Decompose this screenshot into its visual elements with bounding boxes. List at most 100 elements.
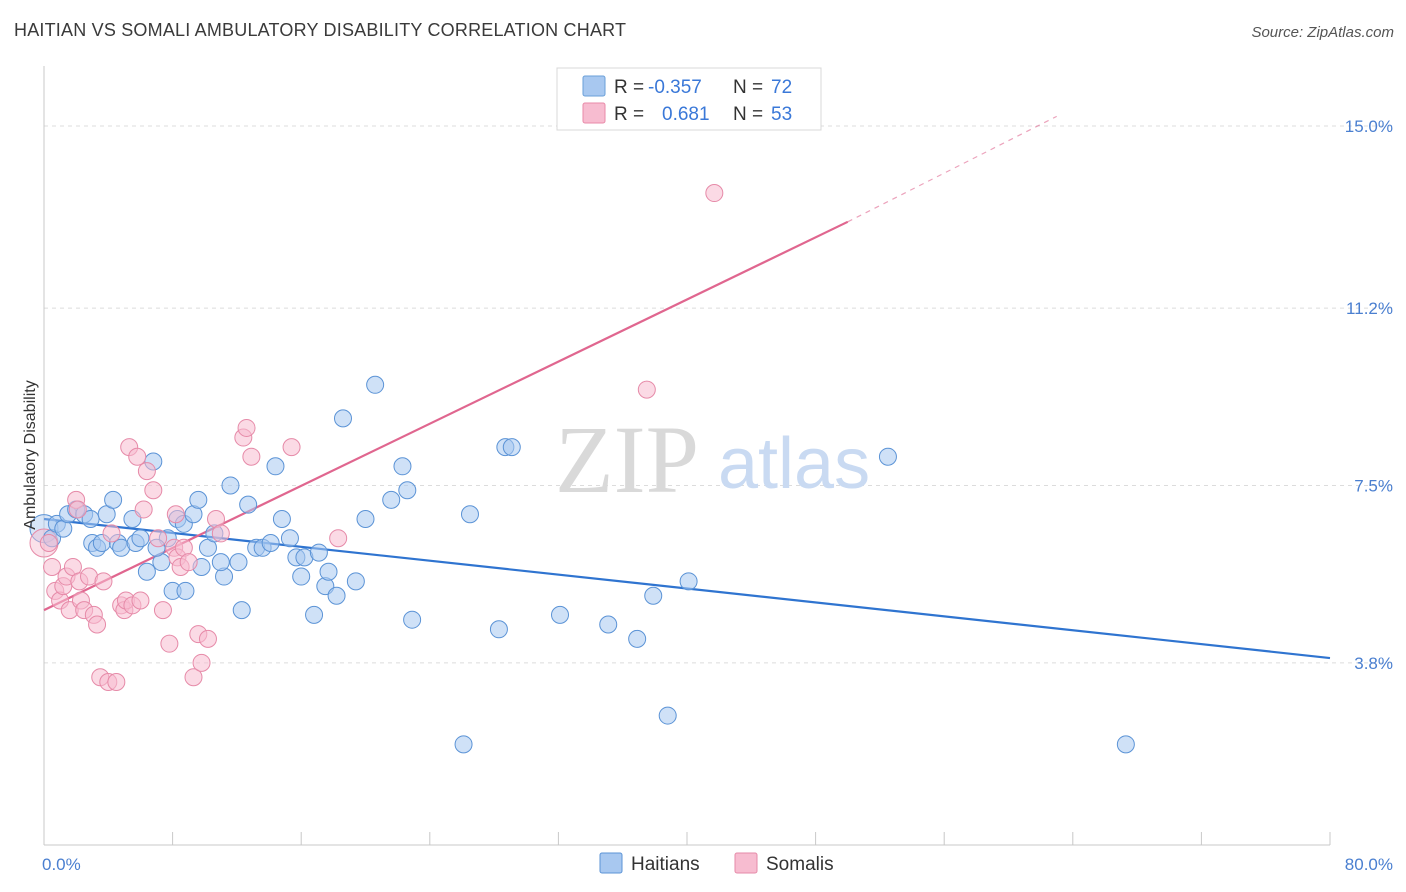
data-point-haitians	[398, 481, 417, 500]
data-point-haitians	[346, 572, 365, 591]
data-point-somalis	[198, 629, 217, 648]
legend-r-label-haitians: R =	[614, 77, 644, 98]
data-point-somalis	[282, 438, 301, 457]
data-point-haitians	[176, 581, 195, 600]
data-point-haitians	[229, 553, 248, 572]
data-point-haitians	[137, 562, 156, 581]
data-point-haitians	[189, 490, 208, 509]
data-point-haitians	[551, 605, 570, 624]
correlation-legend: R = -0.357 N = 72 R = 0.681 N = 53	[556, 67, 822, 131]
data-point-somalis	[128, 447, 147, 466]
data-point-somalis	[134, 500, 153, 519]
data-point-somalis	[160, 634, 179, 653]
data-point-somalis	[102, 524, 121, 543]
series-legend-swatch-haitians	[599, 852, 623, 874]
x-tick-label: 0.0%	[42, 855, 81, 874]
y-axis-label: Ambulatory Disability	[22, 380, 39, 529]
data-point-haitians	[131, 529, 150, 548]
watermark-zip: ZIP	[555, 406, 699, 513]
data-point-haitians	[460, 505, 479, 524]
data-point-haitians	[502, 438, 521, 457]
data-point-haitians	[211, 553, 230, 572]
legend-n-label-somalis: N =	[733, 104, 763, 125]
data-point-haitians	[366, 375, 385, 394]
data-point-haitians	[1116, 735, 1135, 754]
data-point-haitians	[266, 457, 285, 476]
data-point-haitians	[272, 510, 291, 529]
data-point-somalis	[153, 601, 172, 620]
data-point-haitians	[261, 533, 280, 552]
legend-n-value-somalis: 53	[771, 104, 792, 125]
data-point-haitians	[599, 615, 618, 634]
chart-source: Source: ZipAtlas.com	[1251, 24, 1394, 41]
data-point-haitians	[356, 510, 375, 529]
data-point-somalis	[94, 572, 113, 591]
legend-n-label-haitians: N =	[733, 77, 763, 98]
grid-lines	[44, 125, 1392, 664]
data-point-somalis	[329, 529, 348, 548]
data-point-haitians	[292, 567, 311, 586]
data-point-haitians	[239, 495, 258, 514]
data-point-somalis	[705, 184, 724, 203]
data-point-haitians	[679, 572, 698, 591]
data-point-somalis	[184, 668, 203, 687]
data-point-somalis	[107, 673, 126, 692]
data-point-haitians	[327, 586, 346, 605]
series-legend-label-somalis: Somalis	[766, 854, 834, 875]
data-point-haitians	[878, 447, 897, 466]
data-point-haitians	[104, 490, 123, 509]
x-tick-labels: 0.0% 80.0%	[42, 855, 1393, 874]
data-point-somalis	[192, 653, 211, 672]
data-points	[29, 184, 1135, 754]
watermark: ZIP atlas	[555, 406, 870, 513]
data-point-somalis	[149, 529, 168, 548]
data-point-somalis	[179, 553, 198, 572]
y-tick-labels: 3.8% 7.5% 11.2% 15.0%	[1345, 117, 1393, 673]
data-point-somalis	[131, 591, 150, 610]
data-point-haitians	[489, 620, 508, 639]
data-point-haitians	[403, 610, 422, 629]
data-point-somalis	[39, 533, 58, 552]
series-legend: Haitians Somalis	[599, 852, 834, 875]
legend-r-value-somalis: 0.681	[662, 104, 710, 125]
data-point-somalis	[237, 418, 256, 437]
legend-swatch-haitians	[582, 75, 606, 97]
axes	[43, 66, 1331, 846]
data-point-haitians	[232, 601, 251, 620]
y-tick-label: 7.5%	[1354, 476, 1393, 495]
data-point-somalis	[211, 524, 230, 543]
data-point-haitians	[221, 476, 240, 495]
legend-n-value-haitians: 72	[771, 77, 792, 98]
data-point-haitians	[319, 562, 338, 581]
data-point-somalis	[88, 615, 107, 634]
data-point-haitians	[454, 735, 473, 754]
data-point-haitians	[280, 529, 299, 548]
y-tick-label: 3.8%	[1354, 654, 1393, 673]
legend-r-label-somalis: R =	[614, 104, 644, 125]
data-point-haitians	[382, 490, 401, 509]
trend-line-somalis	[43, 220, 849, 612]
x-tick-label: 80.0%	[1345, 855, 1393, 874]
series-legend-swatch-somalis	[734, 852, 758, 874]
data-point-somalis	[68, 500, 87, 519]
y-tick-label: 11.2%	[1346, 299, 1393, 318]
data-point-somalis	[242, 447, 261, 466]
legend-r-value-haitians: -0.357	[648, 77, 702, 98]
data-point-somalis	[43, 557, 62, 576]
data-point-haitians	[658, 706, 677, 725]
series-legend-label-haitians: Haitians	[631, 854, 700, 875]
data-point-haitians	[628, 629, 647, 648]
data-point-haitians	[305, 605, 324, 624]
data-point-somalis	[166, 505, 185, 524]
data-point-somalis	[144, 481, 163, 500]
data-point-haitians	[309, 543, 328, 562]
data-point-haitians	[644, 586, 663, 605]
data-point-haitians	[333, 409, 352, 428]
chart-title: HAITIAN VS SOMALI AMBULATORY DISABILITY …	[14, 20, 627, 40]
legend-swatch-somalis	[582, 102, 606, 124]
data-point-haitians	[393, 457, 412, 476]
data-point-somalis	[137, 462, 156, 481]
data-point-somalis	[637, 380, 656, 399]
watermark-atlas: atlas	[718, 424, 870, 504]
